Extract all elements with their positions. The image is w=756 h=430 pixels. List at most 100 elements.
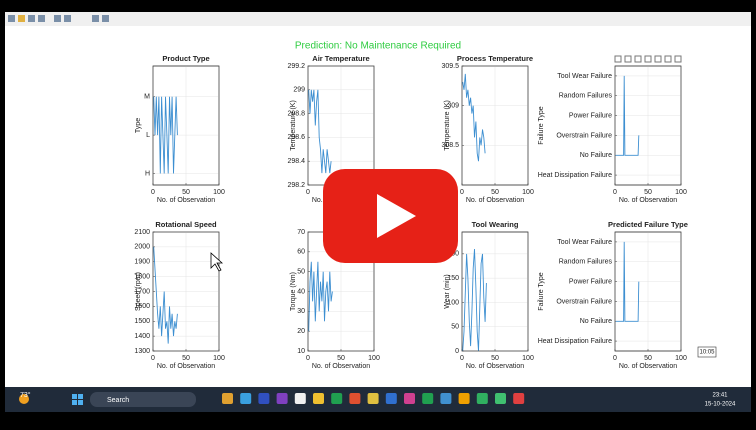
icon-insert[interactable] — [64, 15, 71, 22]
weather-icon — [19, 394, 29, 404]
search-box[interactable] — [90, 392, 196, 407]
app-icon[interactable] — [458, 393, 470, 404]
y-tick-label: 309.5 — [441, 63, 459, 70]
app-icon[interactable] — [349, 393, 361, 404]
play-icon[interactable] — [377, 194, 416, 238]
y-axis-label: Failure Type — [538, 106, 545, 144]
y-tick-label: 2100 — [134, 229, 150, 236]
y-axis-label: Temperature (K) — [444, 100, 451, 151]
app-icon[interactable] — [258, 393, 270, 404]
y-axis-label: Failure Type — [538, 272, 545, 310]
x-tick-label: 50 — [644, 355, 652, 362]
axes-frame — [152, 231, 220, 352]
x-tick-label: 0 — [306, 189, 310, 196]
app-icon[interactable] — [476, 393, 488, 404]
axes-tool[interactable] — [614, 55, 622, 63]
axes-tool[interactable] — [634, 55, 642, 63]
x-tick-label: 0 — [613, 355, 617, 362]
icon-open[interactable] — [18, 15, 25, 22]
y-tick-label: 308.5 — [441, 142, 459, 149]
y-tick-label: 298.4 — [287, 158, 305, 165]
x-tick-label: 100 — [675, 355, 687, 362]
x-tick-label: 50 — [491, 355, 499, 362]
app-icon[interactable] — [422, 393, 434, 404]
y-axis-label: Speed (rpm) — [135, 272, 142, 311]
data-line — [153, 96, 178, 174]
x-tick-label: 0 — [613, 189, 617, 196]
app-icon[interactable] — [222, 393, 233, 404]
x-axis-label: No. of Observation — [466, 363, 524, 370]
subplot-title: Air Temperature — [312, 54, 369, 63]
x-tick-label: 0 — [306, 355, 310, 362]
y-tick-label: 309 — [447, 103, 459, 110]
app-icon[interactable] — [513, 393, 525, 404]
subplot: H L M 0 50 100 Product Type No. of Observation T… — [135, 54, 225, 204]
app-icon[interactable] — [276, 393, 288, 404]
subplot: 1300 1400 1500 1600 1700 1800 1900 2000 2100 0 50 1… — [134, 220, 225, 370]
y-tick-label: Random Failures — [559, 259, 613, 266]
start-tile[interactable] — [72, 394, 77, 399]
weather-temp: 73° — [20, 391, 31, 399]
start-button[interactable] — [72, 394, 83, 405]
axes-tool[interactable] — [664, 55, 672, 63]
subplot-title: Product Type — [162, 54, 209, 63]
taskbar-apps[interactable] — [222, 393, 525, 404]
y-tick-label: H — [145, 170, 150, 177]
x-tick-label: 100 — [675, 189, 687, 196]
app-icon[interactable] — [495, 393, 506, 404]
axes-tool[interactable] — [644, 55, 652, 63]
start-tile[interactable] — [72, 400, 77, 405]
y-tick-label: Overstrain Failure — [556, 298, 612, 305]
app-icon[interactable] — [240, 393, 252, 404]
y-tick-label: 50 — [451, 324, 459, 331]
icon-save[interactable] — [28, 15, 35, 22]
x-tick-label: 100 — [522, 189, 534, 196]
y-tick-label: Overstrain Failure — [556, 132, 612, 139]
y-axis-label: Wear (min) — [444, 274, 451, 308]
data-line — [462, 73, 486, 162]
icon-link[interactable] — [54, 15, 61, 22]
icon-panel[interactable] — [102, 15, 109, 22]
y-tick-label: Heat Dissipation Failure — [538, 172, 612, 179]
data-line — [615, 241, 640, 322]
start-tile[interactable] — [78, 400, 83, 405]
app-icon[interactable] — [367, 393, 379, 404]
y-tick-label: Tool Wear Failure — [557, 73, 612, 80]
axes-tool[interactable] — [654, 55, 662, 63]
app-icon[interactable] — [313, 393, 324, 404]
subplot: 308.5 309 309.5 0 50 100 Process Temperature No… — [441, 54, 533, 204]
axes-frame — [614, 65, 682, 186]
play-button[interactable] — [323, 169, 458, 263]
app-icon[interactable] — [385, 393, 397, 404]
start-tile[interactable] — [78, 394, 83, 399]
y-tick-label: 40 — [297, 288, 305, 295]
app-icon[interactable] — [440, 393, 452, 404]
y-axis-label: Torque (Nm) — [290, 272, 297, 311]
app-icon[interactable] — [404, 393, 415, 404]
search-label[interactable]: Search — [107, 397, 129, 404]
icon-print[interactable] — [38, 15, 45, 22]
app-icon[interactable] — [294, 393, 306, 404]
axes-toolbar[interactable] — [614, 55, 682, 63]
icon-new[interactable] — [8, 15, 15, 22]
x-tick-label: 50 — [182, 189, 190, 196]
axes-tool[interactable] — [674, 55, 682, 63]
x-tick-label: 50 — [182, 355, 190, 362]
y-tick-label: Heat Dissipation Failure — [538, 338, 612, 345]
app-icon[interactable] — [331, 393, 343, 404]
icon-pointer[interactable] — [92, 15, 99, 22]
x-tick-label: 50 — [337, 355, 345, 362]
toolbar-icons[interactable] — [8, 15, 109, 22]
y-tick-label: 2000 — [134, 244, 150, 251]
x-tick-label: 50 — [491, 189, 499, 196]
x-tick-label: 50 — [644, 189, 652, 196]
y-tick-label: No Failure — [580, 318, 612, 325]
toolbar — [5, 12, 751, 26]
y-tick-label: 60 — [297, 249, 305, 256]
data-line — [308, 261, 333, 332]
axes-tool[interactable] — [624, 55, 632, 63]
